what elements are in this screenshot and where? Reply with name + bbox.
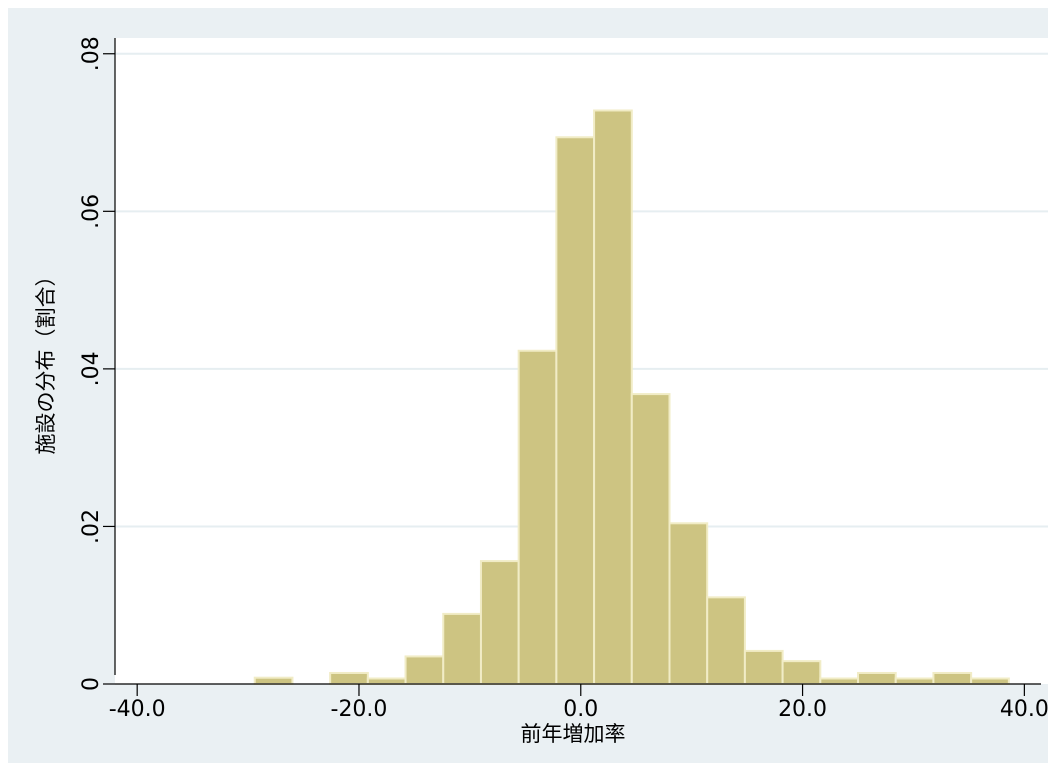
histogram-bar — [479, 560, 520, 685]
histogram-bar — [366, 677, 407, 685]
histogram-bar — [329, 671, 369, 685]
axes — [114, 38, 1041, 685]
histogram-bar — [593, 109, 633, 686]
y-tick-label: .02 — [79, 509, 104, 544]
x-axis-label: 前年増加率 — [521, 722, 626, 746]
histogram-bar — [743, 649, 784, 685]
histogram-bar — [630, 393, 671, 685]
histogram-bar — [894, 677, 935, 685]
histogram-bar — [932, 671, 973, 685]
histogram-bar — [857, 671, 897, 685]
histogram-bar — [706, 596, 746, 686]
x-tick-label: -40.0 — [109, 697, 166, 722]
x-tick-label: 0.0 — [563, 697, 598, 722]
histogram-bar — [555, 136, 596, 685]
histogram-chart: 0 .02 .04 .06 .08 -40.0 -20.0 0.0 20.0 40.0 前年増加… — [34, 36, 1049, 746]
y-tick-label: 0 — [79, 677, 104, 691]
x-ticks: -40.0 -20.0 0.0 20.0 40.0 — [109, 684, 1049, 722]
histogram-bar — [442, 612, 482, 686]
histogram-bar — [253, 676, 294, 686]
chart-background: 0 .02 .04 .06 .08 -40.0 -20.0 0.0 20.0 40.0 前年増加… — [8, 8, 1049, 763]
y-tick-label: .08 — [79, 36, 104, 71]
histogram-bar — [970, 677, 1010, 685]
y-tick-label: .04 — [79, 351, 104, 386]
histogram-bar — [781, 660, 822, 686]
x-tick-label: -20.0 — [331, 697, 388, 722]
y-ticks: 0 .02 .04 .06 .08 — [79, 36, 115, 691]
histogram-bar — [404, 655, 445, 685]
y-tick-label: .06 — [79, 194, 104, 229]
x-tick-label: 20.0 — [778, 697, 827, 722]
histogram-bar — [517, 349, 558, 685]
x-tick-label: 40.0 — [1000, 697, 1048, 722]
histogram-bar — [819, 677, 860, 685]
histogram-bar — [668, 522, 709, 685]
y-axis-label: 施設の分布（割合） — [34, 266, 58, 455]
